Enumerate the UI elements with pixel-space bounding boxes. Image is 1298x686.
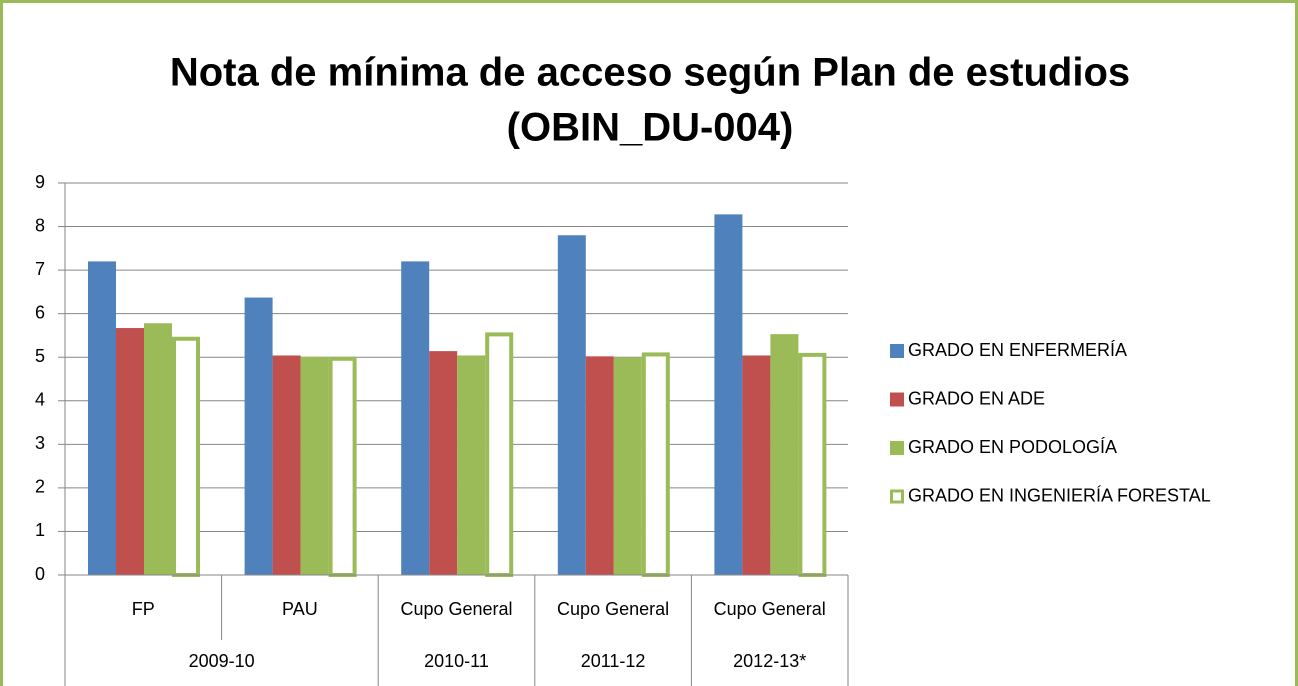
legend-swatch <box>890 489 904 504</box>
y-tick-label: 1 <box>35 520 45 540</box>
bar <box>714 214 743 576</box>
bar <box>272 355 301 575</box>
x-tick-label: Cupo General <box>557 599 669 619</box>
legend-swatch <box>890 344 904 358</box>
bar <box>457 355 486 575</box>
y-tick-label: 9 <box>35 172 45 192</box>
x-tick-label: Cupo General <box>400 599 512 619</box>
x-group-label: 2011-12 <box>581 651 646 671</box>
bar <box>798 352 827 577</box>
x-tick-label: PAU <box>282 599 318 619</box>
bar <box>613 357 642 575</box>
y-tick-label: 0 <box>35 564 45 584</box>
bar <box>300 356 329 575</box>
legend-label: GRADO EN PODOLOGÍA <box>908 437 1117 457</box>
y-tick-label: 3 <box>35 433 45 453</box>
bar <box>144 323 172 575</box>
y-tick-label: 8 <box>35 215 45 235</box>
y-tick-label: 2 <box>35 477 45 497</box>
bar <box>485 332 514 578</box>
bar <box>116 328 144 575</box>
y-tick-label: 5 <box>35 346 45 366</box>
bar <box>585 356 614 575</box>
bar <box>88 261 116 575</box>
legend-swatch <box>890 392 904 407</box>
bar <box>244 297 273 575</box>
bar <box>401 261 430 575</box>
chart-subtitle: (OBIN_DU-004) <box>507 106 794 150</box>
bar <box>557 235 586 575</box>
bar <box>641 352 670 578</box>
x-group-label: 2009-10 <box>189 651 255 671</box>
bar <box>172 336 200 577</box>
bar <box>770 334 799 575</box>
y-tick-label: 7 <box>35 259 45 279</box>
legend-label: GRADO EN INGENIERÍA FORESTAL <box>908 485 1211 505</box>
x-tick-label: Cupo General <box>714 599 826 619</box>
bar <box>328 356 357 577</box>
x-group-label: 2012-13* <box>733 651 806 671</box>
x-tick-label: FP <box>132 599 155 619</box>
bar <box>429 351 458 575</box>
x-group-label: 2010-11 <box>424 651 489 671</box>
chart-title: Nota de mínima de acceso según Plan de e… <box>170 51 1130 95</box>
legend-label: GRADO EN ENFERMERÍA <box>908 340 1127 360</box>
bar <box>742 355 771 575</box>
legend-swatch <box>890 441 904 455</box>
y-tick-label: 6 <box>35 302 45 322</box>
y-tick-label: 4 <box>35 390 45 410</box>
legend-label: GRADO EN ADE <box>908 388 1045 408</box>
